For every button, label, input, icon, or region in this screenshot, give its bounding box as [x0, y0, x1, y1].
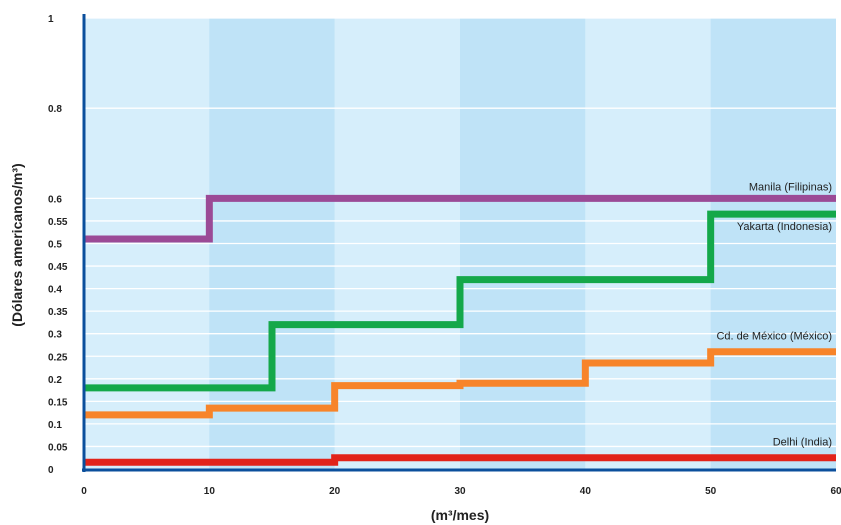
- series-line: [84, 210, 836, 392]
- series-label: Yakarta (Indonesia): [737, 221, 832, 233]
- y-tick-label: 0.3: [48, 330, 62, 341]
- series-label: Manila (Filipinas): [749, 181, 832, 193]
- y-tick-label: 0.25: [48, 352, 68, 363]
- y-tick-label: 0.5: [48, 240, 62, 251]
- x-tick-label: 10: [204, 486, 216, 497]
- x-tick-label: 50: [705, 486, 717, 497]
- y-tick-label: 0.4: [48, 285, 62, 296]
- x-tick-label: 30: [454, 486, 466, 497]
- y-tick-label: 0.05: [48, 442, 68, 453]
- series-line: [84, 194, 836, 243]
- x-tick-labels: 0 10 20 30 40 50 60: [81, 486, 841, 497]
- x-tick-label: 60: [830, 486, 841, 497]
- y-tick-label: 1: [48, 14, 54, 25]
- y-tick-label: 0.35: [48, 307, 68, 318]
- x-tick-label: 0: [81, 486, 87, 497]
- y-tick-label: 0.6: [48, 194, 62, 205]
- series-lines: [84, 194, 836, 466]
- gridlines: [84, 17, 836, 448]
- series-line: [84, 454, 836, 466]
- x-tick-label: 20: [329, 486, 341, 497]
- y-tick-label: 0.2: [48, 375, 62, 386]
- y-tick-label: 0.1: [48, 420, 62, 431]
- axes: [82, 14, 836, 472]
- x-tick-label: 40: [580, 486, 592, 497]
- series-label: Cd. de México (México): [716, 331, 832, 343]
- series-labels: Manila (Filipinas) Yakarta (Indonesia) Cd.…: [716, 181, 832, 448]
- y-tick-label: 0.55: [48, 217, 68, 228]
- y-axis-title: (Dólares americanos/m³): [9, 163, 25, 326]
- series-label: Delhi (India): [773, 437, 832, 449]
- y-tick-label: 0: [48, 465, 54, 476]
- y-tick-label: 0.15: [48, 397, 68, 408]
- y-tick-label: 0.8: [48, 104, 62, 115]
- y-tick-labels: 0 0.05 0.1 0.15 0.2 0.25 0.3 0.35 0.4 0.45 0.5 0.55…: [48, 14, 68, 476]
- series-line: [84, 348, 836, 419]
- x-axis-title: (m³/mes): [431, 507, 489, 523]
- y-tick-label: 0.45: [48, 262, 68, 273]
